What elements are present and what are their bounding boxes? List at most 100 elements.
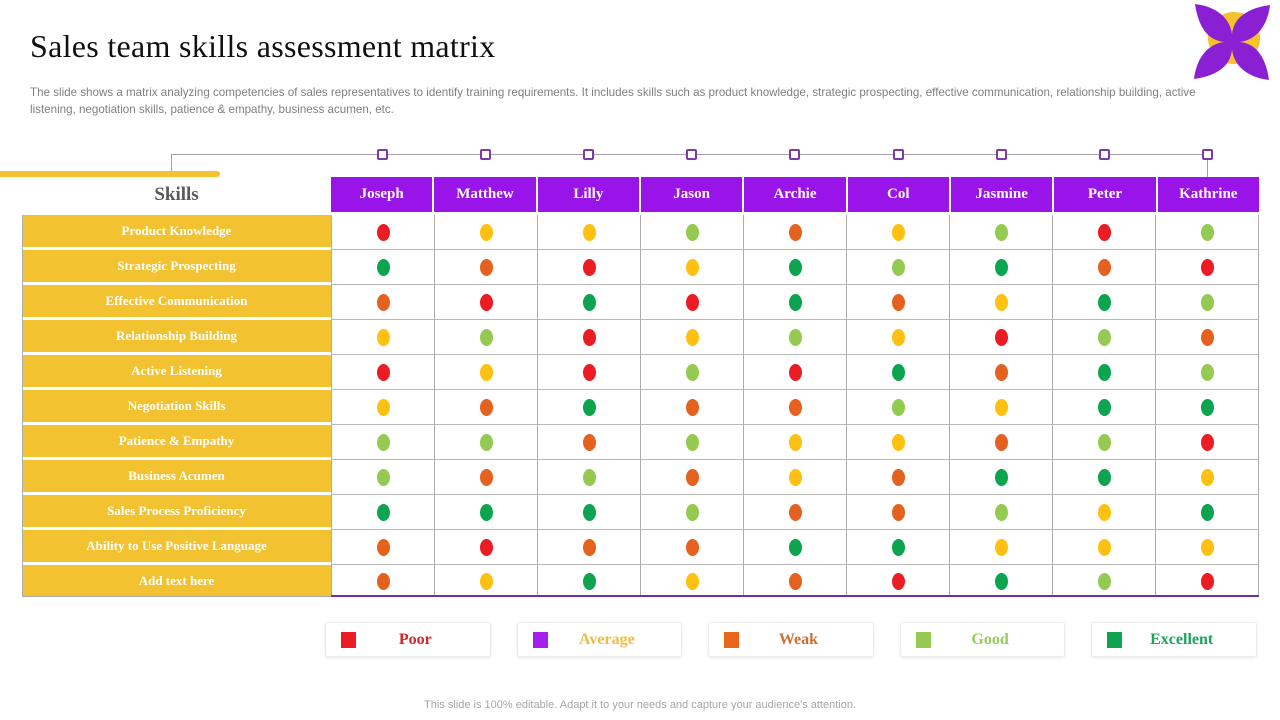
rating-cell xyxy=(331,460,435,495)
rating-dot-lightgreen xyxy=(891,258,905,276)
rating-cell xyxy=(331,250,435,285)
rating-cell xyxy=(744,285,847,320)
matrix-row: Sales Process Proficiency xyxy=(22,495,1259,530)
matrix-row: Effective Communication xyxy=(22,285,1259,320)
rating-cell xyxy=(538,390,641,425)
rating-dot-orange xyxy=(685,398,699,416)
table-left-border xyxy=(22,215,23,596)
rating-cell xyxy=(1156,320,1259,355)
connector-node-cell xyxy=(743,149,846,161)
connector-line-left xyxy=(171,154,172,172)
rating-dot-red xyxy=(479,538,493,556)
rating-dot-lightgreen xyxy=(685,363,699,381)
rating-cell xyxy=(950,355,1053,390)
rating-dot-lightgreen xyxy=(891,398,905,416)
connector-node-cell xyxy=(640,149,743,161)
rating-dot-yellow xyxy=(1097,503,1111,521)
logo-petals xyxy=(1194,4,1270,80)
rating-cell xyxy=(1053,320,1156,355)
rating-cell xyxy=(950,320,1053,355)
rating-cell xyxy=(641,495,744,530)
rating-cell xyxy=(847,425,950,460)
rating-dot-yellow xyxy=(891,223,905,241)
rating-dot-lightgreen xyxy=(994,503,1008,521)
slide-description: The slide shows a matrix analyzing compe… xyxy=(30,86,1196,117)
person-column-header-archie: Archie xyxy=(744,177,848,212)
rating-cell xyxy=(950,215,1053,250)
rating-dot-green xyxy=(376,258,390,276)
legend-label: Weak xyxy=(778,630,819,648)
rating-dot-green xyxy=(1097,293,1111,311)
legend-swatch xyxy=(341,631,356,648)
rating-cell xyxy=(744,390,847,425)
slide-title[interactable]: Sales team skills assessment matrix xyxy=(30,28,496,64)
person-column-header-kathrine: Kathrine xyxy=(1157,177,1259,212)
connector-square xyxy=(1201,149,1213,160)
rating-dot-orange xyxy=(376,538,390,556)
connector-node-cell xyxy=(537,149,640,161)
rating-dot-yellow xyxy=(685,258,699,276)
rating-dot-yellow xyxy=(376,398,390,416)
rating-dot-orange xyxy=(788,223,802,241)
rating-cell xyxy=(744,460,847,495)
rating-cell xyxy=(435,495,538,530)
rating-dot-orange xyxy=(685,538,699,556)
rating-dot-lightgreen xyxy=(1200,363,1214,381)
rating-cell xyxy=(1053,565,1156,597)
skill-label: Effective Communication xyxy=(22,285,331,317)
rating-dot-green xyxy=(479,503,493,521)
rating-cell xyxy=(331,355,435,390)
rating-cell xyxy=(331,320,435,355)
skill-label: Active Listening xyxy=(22,355,331,387)
legend-item-average: Average xyxy=(516,622,683,657)
rating-dot-red xyxy=(376,363,390,381)
rating-cell xyxy=(435,320,538,355)
rating-cell xyxy=(641,320,744,355)
rating-cell xyxy=(1053,390,1156,425)
skills-column-bottom-border xyxy=(22,596,331,597)
rating-cell xyxy=(641,565,744,597)
rating-dot-orange xyxy=(479,468,493,486)
rating-cell xyxy=(331,285,435,320)
rating-dot-green xyxy=(582,572,596,590)
rating-dot-yellow xyxy=(788,433,802,451)
rating-cell xyxy=(744,425,847,460)
rating-cell xyxy=(847,215,950,250)
rating-cell xyxy=(435,250,538,285)
rating-cell xyxy=(641,215,744,250)
rating-cell xyxy=(641,530,744,565)
rating-cell xyxy=(538,530,641,565)
matrix-body: Product Knowledge Strategic Prospecting Ef… xyxy=(22,215,1259,597)
rating-dot-red xyxy=(891,572,905,590)
matrix-row: Add text here xyxy=(22,565,1259,597)
rating-dot-red xyxy=(685,293,699,311)
rating-dot-lightgreen xyxy=(685,433,699,451)
connector-square xyxy=(583,149,595,160)
rating-dot-lightgreen xyxy=(1200,293,1214,311)
rating-cell xyxy=(435,530,538,565)
rating-cell xyxy=(1156,250,1259,285)
rating-dot-lightgreen xyxy=(788,328,802,346)
footer-note: This slide is 100% editable. Adapt it to… xyxy=(424,699,856,711)
rating-dot-yellow xyxy=(479,223,493,241)
rating-dot-orange xyxy=(994,363,1008,381)
skill-label[interactable]: Add text here xyxy=(22,565,331,597)
rating-cell xyxy=(950,565,1053,597)
rating-dot-yellow xyxy=(891,433,905,451)
rating-dot-yellow xyxy=(994,538,1008,556)
rating-cell xyxy=(950,495,1053,530)
matrix-row: Negotiation Skills xyxy=(22,390,1259,425)
rating-dot-green xyxy=(891,363,905,381)
rating-cell xyxy=(950,460,1053,495)
rating-cell xyxy=(538,215,641,250)
rating-cell xyxy=(435,215,538,250)
rating-dot-orange xyxy=(788,572,802,590)
rating-dot-orange xyxy=(479,398,493,416)
connector-nodes xyxy=(331,149,1259,161)
rating-cell xyxy=(331,495,435,530)
connector-line-right xyxy=(1207,154,1208,177)
rating-dot-yellow xyxy=(1200,468,1214,486)
skill-label: Sales Process Proficiency xyxy=(22,495,331,527)
rating-cell xyxy=(1053,355,1156,390)
